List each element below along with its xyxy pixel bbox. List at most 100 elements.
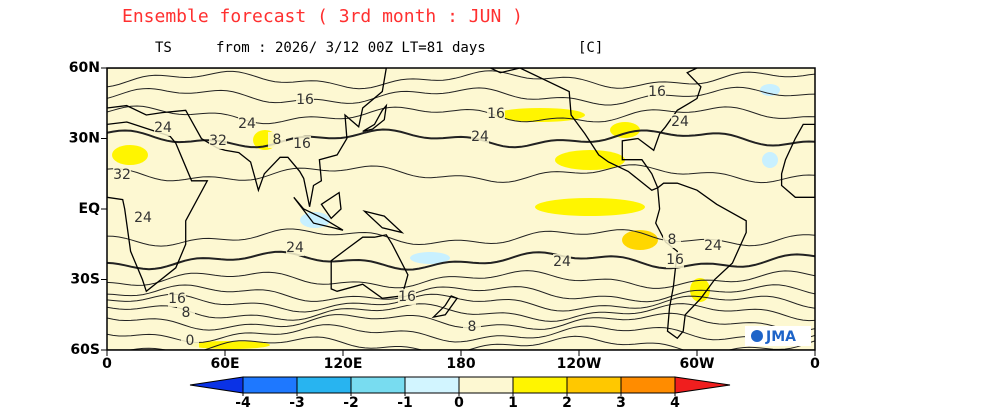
colorbar-segment: [242, 376, 298, 394]
coastline: [320, 191, 342, 220]
colorbar-label: -4: [235, 395, 251, 409]
contour-label: 16: [168, 291, 186, 307]
contour-label-bg: [463, 319, 481, 335]
contour-line: [107, 303, 815, 322]
contour-label: 16: [293, 136, 311, 152]
contour-label-bg: [181, 333, 199, 349]
title: Ensemble forecast ( 3rd month : JUN ): [122, 6, 523, 27]
lon-label: 60W: [680, 356, 715, 372]
lat-label: 60N: [69, 60, 100, 76]
colorbar-low: [189, 376, 244, 394]
anomaly-patch: [555, 150, 625, 170]
anomaly-patch: [760, 84, 780, 96]
contour-line: [107, 284, 815, 303]
logo: JMA: [765, 329, 796, 345]
colorbar-high: [674, 376, 731, 394]
contour-label: 24: [471, 129, 489, 145]
colorbar-label: 0: [454, 395, 464, 409]
contour-label: 16: [648, 84, 666, 100]
contour-label-bg: [666, 252, 684, 268]
anomaly-patch: [622, 230, 658, 250]
colorbar-label: 1: [508, 395, 518, 409]
contour-label-bg: [134, 210, 152, 226]
lat-label: 60S: [70, 342, 100, 358]
contour-label-bg: [553, 254, 571, 270]
contour-label: 16: [487, 106, 505, 122]
contour-line: [107, 70, 815, 90]
contour-line: [107, 270, 815, 289]
contour-label-bg: [268, 132, 286, 148]
lon-label: 0: [810, 356, 820, 372]
contour-label-bg: [704, 238, 722, 254]
coastline: [431, 295, 459, 319]
contour-line: [107, 293, 815, 313]
contour-label: 32: [209, 133, 227, 149]
run-info: from : 2026/ 3/12 00Z LT=81 days: [216, 40, 486, 56]
lat-label: EQ: [79, 201, 101, 217]
contour-label: 8: [468, 319, 477, 335]
colorbar-label: -2: [343, 395, 359, 409]
contour-label: 16: [666, 252, 684, 268]
contour-label: 16: [296, 92, 314, 108]
contour-label-bg: [286, 240, 304, 256]
lon-label: 0: [102, 356, 112, 372]
contour-label-bg: [209, 133, 227, 149]
contour-label-bg: [177, 305, 195, 321]
contour-label: 16: [398, 289, 416, 305]
anomaly-patch: [535, 198, 645, 216]
contour-line: [107, 228, 815, 247]
contour-label: 24: [553, 254, 571, 270]
logo-icon: [751, 330, 763, 342]
colorbar-label: -1: [397, 395, 413, 409]
colorbar-segment: [566, 376, 622, 394]
colorbar-segment: [296, 376, 352, 394]
contour-label-bg: [471, 129, 489, 145]
colorbar-label: 3: [616, 395, 626, 409]
contour-label-bg: [238, 116, 256, 132]
contour-line: [107, 164, 815, 184]
contour-label-bg: [154, 120, 172, 136]
contour-label: 24: [134, 210, 152, 226]
contour-label: 8: [182, 305, 191, 321]
colorbar-label: 4: [670, 395, 680, 409]
anomaly-patch: [762, 152, 778, 168]
contour-label: 24: [238, 116, 256, 132]
contour-label-bg: [113, 167, 131, 183]
lon-label: 180: [446, 356, 475, 372]
anomaly-patch: [190, 341, 270, 349]
contour-line: [107, 105, 815, 125]
coastline: [490, 68, 702, 191]
contour-label: 8: [668, 232, 677, 248]
contour-line: [107, 250, 815, 271]
contour-label: 24: [286, 240, 304, 256]
contour-label: 8: [273, 132, 282, 148]
contour-label: 32: [113, 167, 131, 183]
contour-label: 24: [154, 120, 172, 136]
colorbar-segment: [620, 376, 676, 394]
contour-label: 0: [186, 333, 195, 349]
coastline: [107, 68, 387, 207]
logo-box: [745, 326, 811, 346]
contour-label: 24: [671, 114, 689, 130]
contour-label-bg: [398, 289, 416, 305]
colorbar-segment: [512, 376, 568, 394]
coastline: [330, 234, 409, 299]
contour-label-bg: [487, 106, 505, 122]
coastline: [362, 103, 388, 133]
colorbar-label: -3: [289, 395, 305, 409]
contour-label: 24: [704, 238, 722, 254]
lon-label: 120W: [557, 356, 602, 372]
coastline: [780, 123, 815, 198]
contour-line: [107, 312, 815, 332]
contour-label-bg: [663, 232, 681, 248]
anomaly-patch: [112, 145, 148, 165]
lon-label: 120E: [324, 356, 363, 372]
contour-line: [126, 335, 815, 350]
lon-label: 60E: [210, 356, 239, 372]
coastline: [107, 121, 209, 293]
variable: TS: [155, 40, 172, 56]
contour-label-bg: [296, 92, 314, 108]
